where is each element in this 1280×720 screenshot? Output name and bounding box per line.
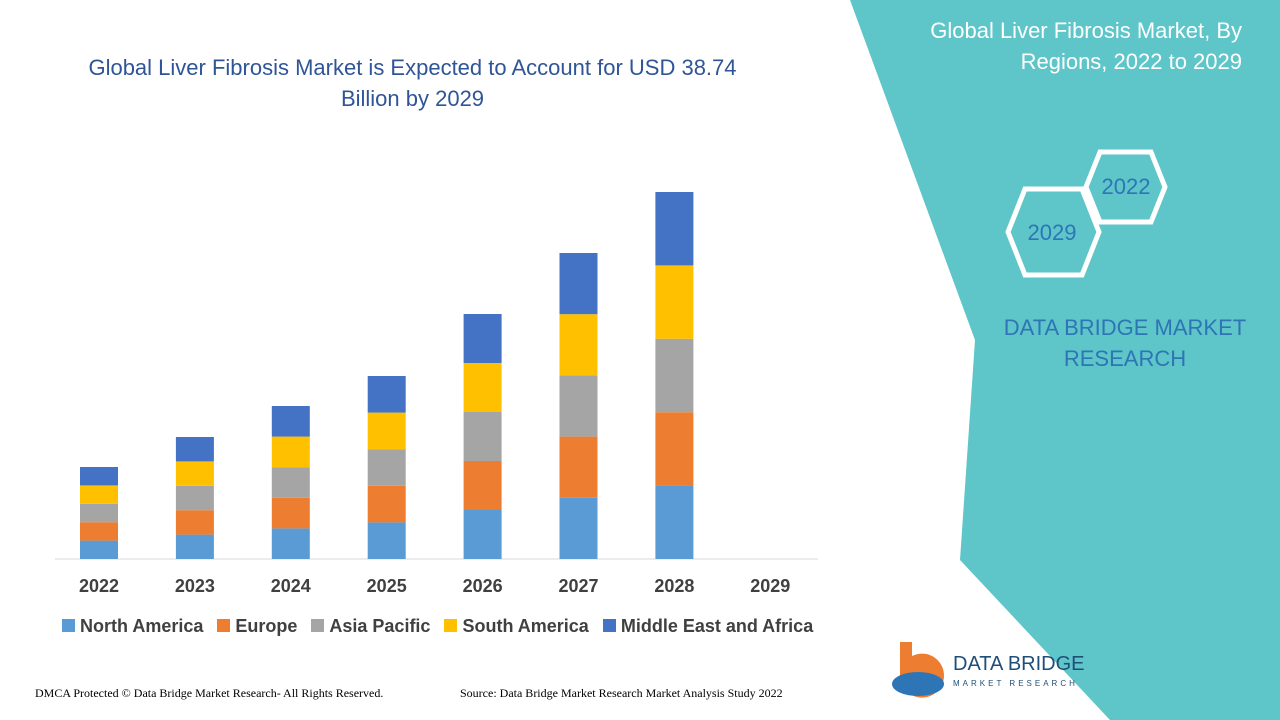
- bar-segment: [367, 412, 406, 450]
- badge-label: 2029: [1028, 220, 1077, 245]
- legend-label: North America: [80, 616, 204, 636]
- x-tick-label: 2026: [463, 576, 503, 596]
- source: Source: Data Bridge Market Research Mark…: [460, 686, 783, 700]
- bar-segment: [367, 376, 406, 413]
- bar-segment: [80, 522, 118, 541]
- x-tick-label: 2028: [654, 576, 694, 596]
- badge-label: 2022: [1102, 174, 1151, 199]
- bar-segment: [80, 540, 118, 559]
- bar-segment: [80, 485, 118, 504]
- bar-segment: [80, 503, 118, 523]
- bar-segment: [655, 485, 694, 559]
- hexagon: [1083, 149, 1168, 225]
- bar-segment: [271, 406, 310, 437]
- legend-swatch: [602, 619, 616, 632]
- bar-segment: [175, 534, 214, 559]
- bar-segment: [463, 461, 502, 510]
- legend-item: North America: [62, 616, 203, 637]
- bar-segment: [655, 338, 694, 413]
- legend-swatch: [62, 619, 75, 632]
- bar-segment: [175, 510, 214, 535]
- bar-segment: [175, 485, 214, 511]
- legend-label: Asia Pacific: [329, 616, 431, 636]
- legend: North America Europe Asia Pacific South Ame…: [62, 616, 813, 637]
- bar-segment: [367, 449, 406, 486]
- bar-segment: [271, 436, 310, 468]
- x-tick-label: 2025: [367, 576, 407, 596]
- bar-segment: [80, 467, 118, 486]
- bar-segment: [271, 528, 310, 559]
- bar-segment: [367, 485, 406, 523]
- legend-label: Europe: [235, 616, 298, 636]
- bar-segment: [559, 497, 598, 559]
- bar-segment: [271, 497, 310, 529]
- legend-item: Asia Pacific: [311, 616, 430, 637]
- teal-panel: [850, 0, 1280, 720]
- legend-label: South America: [462, 616, 589, 636]
- header-title: Global Liver Fibrosis Market, By Regions…: [930, 18, 1242, 74]
- bar-segment: [271, 467, 310, 498]
- bar-segment: [463, 314, 502, 363]
- bar-segment: [463, 510, 502, 559]
- bar-segment: [367, 522, 406, 559]
- logo-mark: [892, 672, 944, 696]
- x-tick-label: 2024: [271, 576, 311, 596]
- bar-segment: [655, 412, 694, 486]
- copyright: DMCA Protected © Data Bridge Market Rese…: [35, 686, 384, 700]
- legend-swatch: [444, 619, 458, 632]
- x-tick-label: 2027: [558, 576, 598, 596]
- bar-segment: [655, 192, 694, 266]
- bar-segment: [559, 314, 598, 376]
- bar-segment: [175, 437, 214, 462]
- bar-segment: [463, 363, 502, 412]
- legend-swatch: [217, 619, 231, 632]
- bar-segment: [559, 436, 598, 498]
- brand-name: DATA BRIDGE MARKET RESEARCH: [1003, 315, 1247, 371]
- legend-swatch: [311, 619, 325, 632]
- chart-title: Global Liver Fibrosis Market is Expected…: [88, 55, 737, 111]
- bar-segment: [655, 265, 694, 339]
- hexagon: [1005, 186, 1102, 278]
- plot: [80, 192, 694, 559]
- logo-name: DATA BRIDGE: [953, 653, 1085, 675]
- x-tick-label: 2029: [750, 576, 790, 596]
- legend-item: South America: [444, 616, 589, 637]
- logo-tagline: MARKET RESEARCH: [953, 679, 1078, 688]
- bar-segment: [463, 412, 502, 461]
- x-tick-label: 2022: [79, 576, 119, 596]
- x-tick-label: 2023: [175, 576, 215, 596]
- bar-segment: [559, 253, 598, 315]
- legend-item: Middle East and Africa: [602, 616, 814, 637]
- bar-segment: [559, 375, 598, 437]
- bar-segment: [175, 461, 214, 486]
- legend-item: Europe: [217, 616, 297, 637]
- legend-label: Middle East and Africa: [620, 616, 814, 636]
